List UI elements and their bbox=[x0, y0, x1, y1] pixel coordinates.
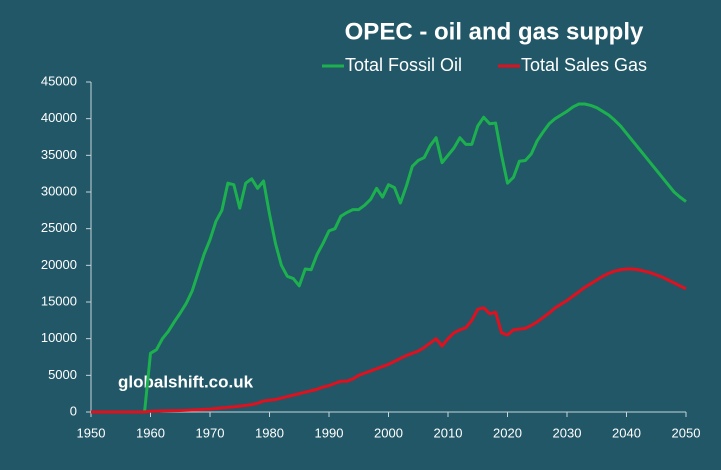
x-tick-label: 1990 bbox=[315, 425, 344, 440]
x-tick-label: 1970 bbox=[196, 425, 225, 440]
y-tick-label: 15000 bbox=[41, 293, 77, 308]
x-tick-label: 2000 bbox=[374, 425, 403, 440]
x-tick-label: 1950 bbox=[77, 425, 106, 440]
x-tick-label: 1960 bbox=[136, 425, 165, 440]
series-line bbox=[91, 267, 687, 414]
y-tick-label: 25000 bbox=[41, 220, 77, 235]
y-tick-label: 5000 bbox=[48, 367, 77, 382]
legend-label: Total Fossil Oil bbox=[345, 55, 462, 75]
x-tick-label: 2010 bbox=[434, 425, 463, 440]
x-tick-label: 2040 bbox=[612, 425, 641, 440]
x-tick-label: 2030 bbox=[553, 425, 582, 440]
watermark: globalshift.co.uk bbox=[118, 372, 254, 391]
y-tick-label: 20000 bbox=[41, 257, 77, 272]
legend-label: Total Sales Gas bbox=[521, 55, 647, 75]
x-tick-label: 1980 bbox=[255, 425, 284, 440]
y-tick-label: 0 bbox=[70, 403, 77, 418]
x-tick-label: 2020 bbox=[493, 425, 522, 440]
y-tick-label: 35000 bbox=[41, 147, 77, 162]
y-tick-label: 10000 bbox=[41, 330, 77, 345]
y-tick-label: 30000 bbox=[41, 183, 77, 198]
y-tick-label: 40000 bbox=[41, 110, 77, 125]
chart-title: OPEC - oil and gas supply bbox=[345, 18, 644, 45]
series-line bbox=[91, 102, 687, 414]
y-tick-label: 45000 bbox=[41, 73, 77, 88]
x-tick-label: 2050 bbox=[672, 425, 701, 440]
